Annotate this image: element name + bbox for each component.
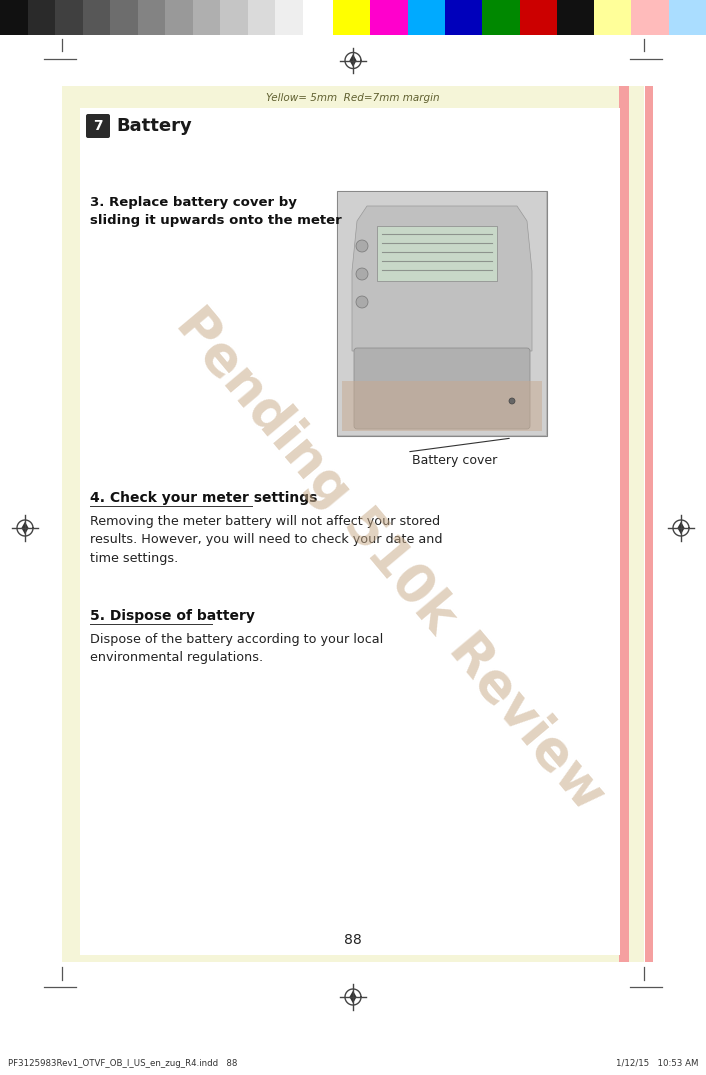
Bar bbox=[338, 192, 546, 435]
Bar bbox=[0, 0, 28, 35]
Polygon shape bbox=[352, 206, 532, 352]
Bar bbox=[645, 86, 653, 962]
Bar bbox=[337, 191, 547, 436]
Bar bbox=[83, 0, 110, 35]
Bar bbox=[482, 0, 520, 35]
FancyBboxPatch shape bbox=[354, 348, 530, 429]
Bar bbox=[371, 0, 407, 35]
Text: 7: 7 bbox=[93, 119, 103, 133]
Polygon shape bbox=[349, 54, 357, 67]
Text: Battery: Battery bbox=[116, 117, 192, 135]
Bar bbox=[0, 35, 706, 86]
Bar bbox=[55, 0, 83, 35]
Bar bbox=[594, 0, 631, 35]
Text: Battery cover: Battery cover bbox=[412, 454, 497, 467]
Text: 1/12/15   10:53 AM: 1/12/15 10:53 AM bbox=[616, 1059, 698, 1067]
Bar bbox=[407, 0, 445, 35]
Bar bbox=[248, 0, 275, 35]
Text: Yellow= 5mm  Red=7mm margin: Yellow= 5mm Red=7mm margin bbox=[266, 94, 440, 103]
FancyBboxPatch shape bbox=[86, 114, 110, 138]
Text: Dispose of the battery according to your local
environmental regulations.: Dispose of the battery according to your… bbox=[90, 633, 383, 664]
Text: Removing the meter battery will not affect your stored
results. However, you wil: Removing the meter battery will not affe… bbox=[90, 515, 443, 565]
Bar bbox=[110, 0, 138, 35]
Bar bbox=[520, 0, 557, 35]
Bar bbox=[80, 108, 620, 955]
Bar bbox=[333, 0, 371, 35]
Circle shape bbox=[356, 296, 368, 309]
Bar bbox=[445, 0, 482, 35]
Bar bbox=[557, 0, 594, 35]
Bar bbox=[275, 0, 302, 35]
Bar bbox=[0, 962, 706, 1075]
Text: PF3125983Rev1_OTVF_OB_I_US_en_zug_R4.indd   88: PF3125983Rev1_OTVF_OB_I_US_en_zug_R4.ind… bbox=[8, 1059, 237, 1067]
Bar bbox=[619, 86, 629, 962]
Text: 88: 88 bbox=[344, 933, 362, 947]
Bar bbox=[165, 0, 193, 35]
Polygon shape bbox=[677, 521, 685, 534]
Bar bbox=[631, 0, 669, 35]
Bar bbox=[28, 0, 55, 35]
Circle shape bbox=[509, 398, 515, 404]
Bar bbox=[302, 0, 330, 35]
Text: 5. Dispose of battery: 5. Dispose of battery bbox=[90, 610, 255, 624]
Bar bbox=[193, 0, 220, 35]
Bar bbox=[377, 226, 497, 281]
Text: Pending 510k Review: Pending 510k Review bbox=[165, 299, 615, 821]
Circle shape bbox=[356, 240, 368, 252]
Polygon shape bbox=[349, 990, 357, 1003]
Polygon shape bbox=[21, 521, 29, 534]
Bar bbox=[220, 0, 248, 35]
Bar bbox=[342, 381, 542, 431]
Text: 4. Check your meter settings: 4. Check your meter settings bbox=[90, 491, 318, 505]
Text: 3. Replace battery cover by
sliding it upwards onto the meter: 3. Replace battery cover by sliding it u… bbox=[90, 196, 342, 227]
Bar bbox=[669, 0, 706, 35]
Bar bbox=[330, 0, 333, 35]
Bar bbox=[138, 0, 165, 35]
Circle shape bbox=[356, 268, 368, 280]
Bar bbox=[62, 86, 644, 962]
